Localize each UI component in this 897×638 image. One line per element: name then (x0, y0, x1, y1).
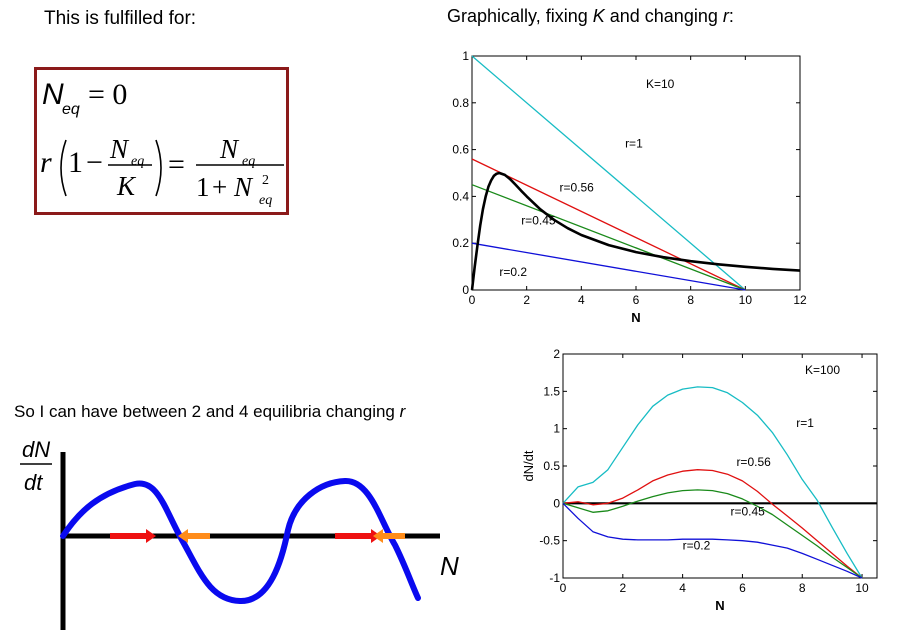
y-tick-label: 1 (462, 49, 469, 63)
eq2-num: N (109, 134, 130, 164)
x-axis-label: N (715, 598, 724, 613)
series-line (471, 55, 746, 291)
sketch-arrow-left (178, 529, 188, 543)
x-tick-label: 0 (560, 581, 567, 595)
series-line (471, 242, 746, 291)
series-line (562, 469, 863, 579)
y-tick-label: 0.2 (452, 236, 469, 250)
eq2-rden-plus: + (212, 172, 227, 202)
heading-right-part: : (728, 6, 734, 26)
sketch-arrow-left (373, 529, 383, 543)
series-label: r=0.45 (521, 213, 556, 227)
equation-box (34, 67, 289, 215)
y-tick-label: 1.5 (543, 384, 560, 398)
bottom-left-text: So I can have between 2 and 4 equilibria… (14, 402, 405, 422)
chart-annotation: K=10 (646, 77, 675, 91)
sketch-xlabel: N (440, 551, 459, 581)
y-tick-label: 0 (462, 283, 469, 297)
series-line (470, 171, 801, 291)
eq2-r: r (40, 146, 52, 179)
plot-frame (562, 353, 878, 579)
sketch-arrow-right (146, 529, 156, 543)
eq2-rnum: N (219, 134, 240, 164)
series-line (562, 489, 863, 579)
x-tick-label: 12 (793, 293, 807, 307)
eq1-sub: eq (62, 101, 80, 118)
y-tick-label: -0.5 (539, 534, 560, 548)
x-tick-label: 10 (739, 293, 753, 307)
heading-right-part: and changing (604, 6, 723, 26)
x-tick-label: 2 (523, 293, 530, 307)
y-tick-label: 0 (553, 496, 560, 510)
eq1-N: N (42, 78, 64, 111)
series-label: r=0.56 (559, 181, 594, 195)
y-tick-label: 0.6 (452, 143, 469, 157)
eq2-equals: = (168, 148, 185, 181)
eq2-rden-N: N (233, 172, 254, 202)
y-tick-label: 2 (553, 347, 560, 361)
x-tick-label: 0 (469, 293, 476, 307)
y-tick-label: -1 (549, 571, 560, 585)
bottom-left-text-italic-r: r (399, 402, 406, 421)
eq2-rden-sup: 2 (262, 173, 269, 188)
y-tick-label: 1 (553, 422, 560, 436)
heading-right-part: Graphically, fixing (447, 6, 593, 26)
series-label: r=0.56 (736, 455, 771, 469)
eq2-den: K (116, 171, 137, 201)
x-tick-label: 2 (619, 581, 626, 595)
eq2-rden-one: 1 (196, 172, 210, 202)
heading-right-italic-k: K (592, 6, 605, 26)
heading-left: This is fulfilled for: (44, 8, 197, 29)
eq2-rden-sub: eq (259, 193, 272, 208)
eq2-paren-right (155, 139, 162, 197)
chart-annotation: K=100 (805, 363, 840, 377)
y-tick-label: 0.4 (452, 189, 469, 203)
series-label: r=0.45 (730, 504, 765, 518)
heading-right: Graphically, fixing K and changing r: (447, 6, 734, 27)
sketch-ylabel-top: dN (22, 437, 50, 462)
y-tick-label: 0.5 (543, 459, 560, 473)
eq2-one: 1 (68, 146, 83, 179)
series-line (471, 184, 746, 291)
eq2-paren-left (60, 139, 67, 197)
x-tick-label: 6 (739, 581, 746, 595)
x-tick-label: 10 (855, 581, 869, 595)
series-label: r=0.2 (683, 539, 711, 553)
x-axis-label: N (631, 310, 640, 325)
eq2-minus: − (86, 146, 103, 179)
sketch-ylabel-bottom: dt (24, 470, 43, 495)
series-line (471, 158, 746, 291)
series-label: r=0.2 (499, 265, 527, 279)
sketch-curve (60, 477, 421, 605)
y-tick-label: 0.8 (452, 96, 469, 110)
eq1-rhs: = 0 (88, 78, 127, 111)
x-tick-label: 4 (679, 581, 686, 595)
y-axis-label: dN/dt (521, 450, 536, 481)
series-line (562, 386, 863, 579)
series-label: r=1 (625, 136, 643, 150)
x-tick-label: 8 (687, 293, 694, 307)
x-tick-label: 8 (799, 581, 806, 595)
series-line (562, 502, 863, 579)
x-tick-label: 6 (633, 293, 640, 307)
x-tick-label: 4 (578, 293, 585, 307)
bottom-left-text-part: So I can have between 2 and 4 equilibria… (14, 402, 400, 421)
series-label: r=1 (796, 416, 814, 430)
heading-right-italic-r: r (722, 6, 729, 26)
